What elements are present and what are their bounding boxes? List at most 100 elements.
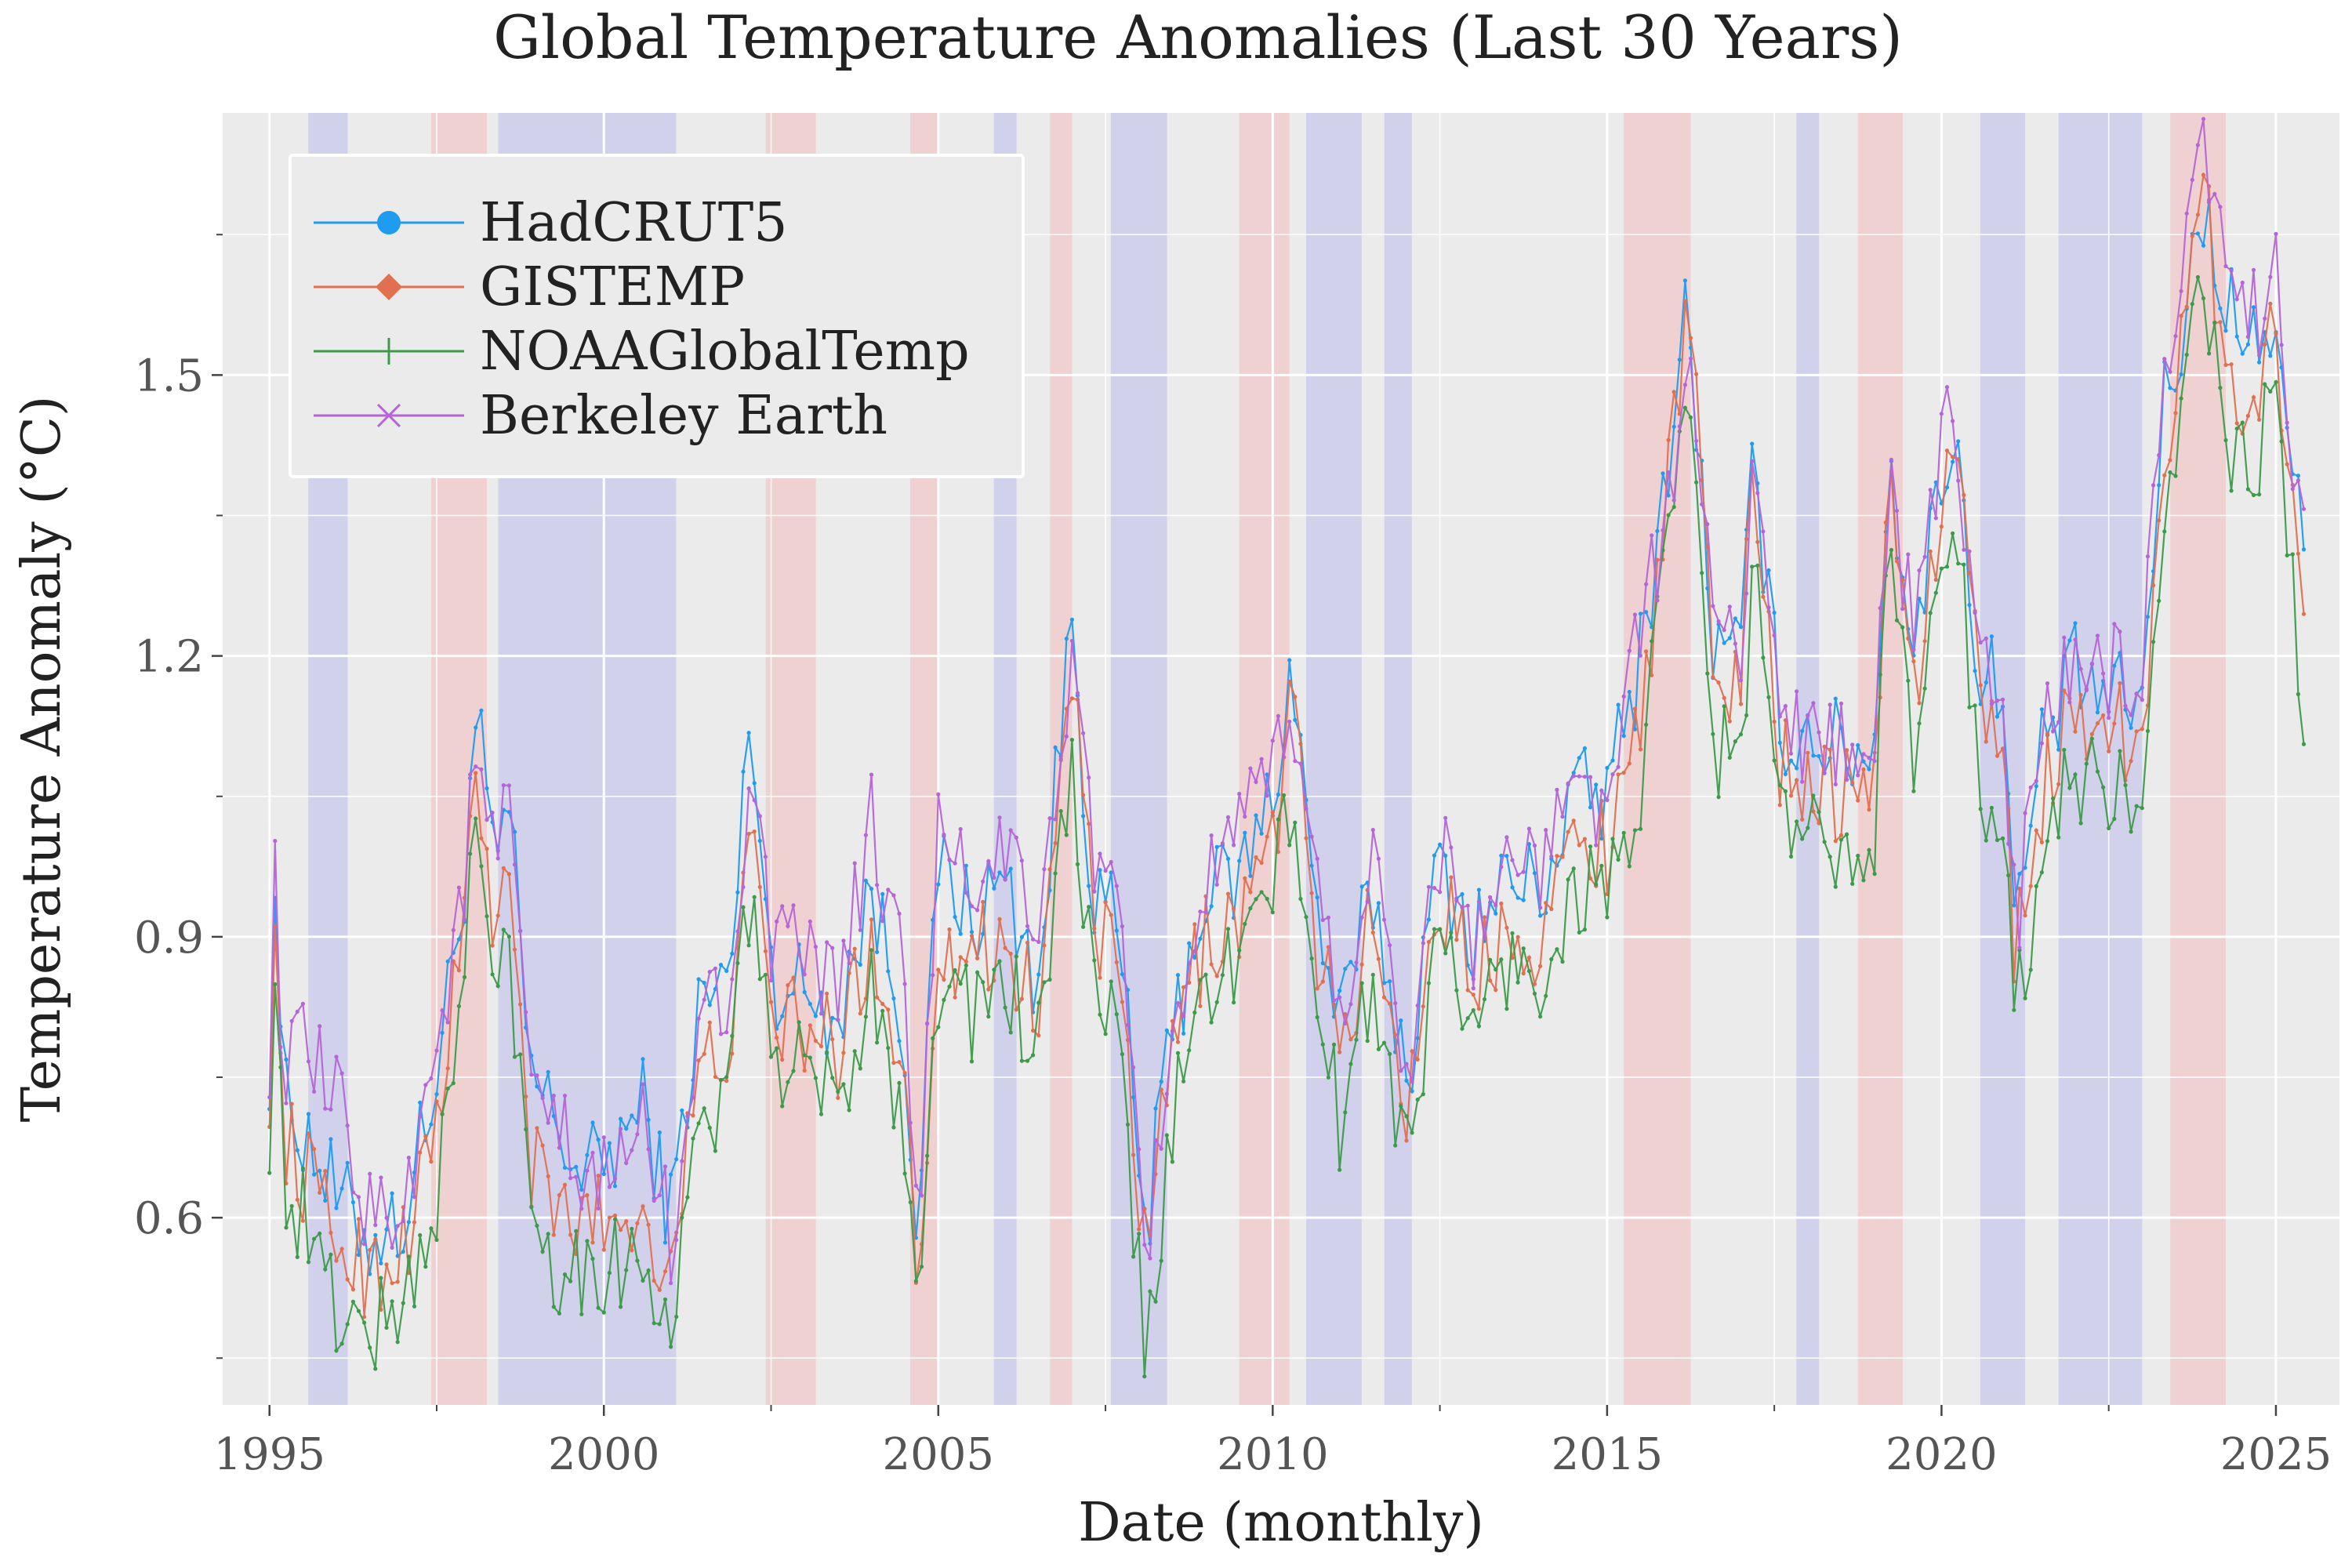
data-point-berkeley-earth xyxy=(1036,939,1041,944)
data-point-noaaglobaltemp xyxy=(1682,405,1687,410)
data-point-noaaglobaltemp xyxy=(1928,611,1933,615)
x-tick-label: 2000 xyxy=(548,1429,660,1480)
data-point-hadcrut5 xyxy=(1515,895,1520,900)
data-point-hadcrut5 xyxy=(718,963,724,967)
data-point-hadcrut5 xyxy=(981,931,985,936)
data-point-gistemp xyxy=(601,1247,606,1252)
data-point-noaaglobaltemp xyxy=(1293,820,1298,825)
data-point-noaaglobaltemp xyxy=(1304,915,1308,920)
data-point-hadcrut5 xyxy=(1087,884,1091,888)
data-point-gistemp xyxy=(1582,837,1587,841)
data-point-berkeley-earth xyxy=(1800,779,1805,784)
data-point-berkeley-earth xyxy=(551,1093,556,1098)
data-point-berkeley-earth xyxy=(624,1160,629,1165)
data-point-berkeley-earth xyxy=(524,1010,528,1014)
data-point-gistemp xyxy=(775,1036,779,1040)
data-point-noaaglobaltemp xyxy=(724,1075,729,1080)
data-point-hadcrut5 xyxy=(1225,856,1231,861)
data-point-berkeley-earth xyxy=(841,938,846,943)
data-point-berkeley-earth xyxy=(1761,529,1766,534)
data-point-berkeley-earth xyxy=(1671,498,1676,503)
data-point-noaaglobaltemp xyxy=(2201,296,2206,301)
data-point-berkeley-earth xyxy=(1343,1021,1348,1025)
data-point-noaaglobaltemp xyxy=(328,1252,333,1257)
data-point-noaaglobaltemp xyxy=(1532,991,1537,996)
data-point-gistemp xyxy=(2285,462,2289,466)
data-point-berkeley-earth xyxy=(657,1193,662,1198)
data-point-noaaglobaltemp xyxy=(2118,749,2122,753)
data-point-hadcrut5 xyxy=(1376,901,1381,906)
data-point-berkeley-earth xyxy=(1582,775,1587,779)
data-point-hadcrut5 xyxy=(2028,823,2033,828)
data-point-noaaglobaltemp xyxy=(1410,1131,1414,1135)
data-point-gistemp xyxy=(619,1228,623,1232)
data-point-berkeley-earth xyxy=(1259,757,1264,761)
data-point-gistemp xyxy=(390,1281,394,1286)
data-point-hadcrut5 xyxy=(997,870,1002,875)
data-point-noaaglobaltemp xyxy=(2190,302,2194,307)
data-point-gistemp xyxy=(1304,836,1308,840)
data-point-noaaglobaltemp xyxy=(1555,947,1559,952)
data-point-berkeley-earth xyxy=(350,1190,355,1195)
data-point-gistemp xyxy=(2268,301,2273,306)
data-point-gistemp xyxy=(1532,982,1537,986)
data-point-berkeley-earth xyxy=(1376,856,1381,861)
data-point-berkeley-earth xyxy=(1103,869,1108,873)
data-point-noaaglobaltemp xyxy=(451,1081,456,1086)
data-point-noaaglobaltemp xyxy=(1978,807,1983,811)
data-point-noaaglobaltemp xyxy=(1098,1012,1102,1017)
data-point-berkeley-earth xyxy=(1900,607,1905,612)
data-point-berkeley-earth xyxy=(1114,884,1119,888)
data-point-berkeley-earth xyxy=(1421,941,1425,946)
y-tick-label: 0.9 xyxy=(134,913,204,964)
data-point-gistemp xyxy=(535,1126,539,1131)
data-point-noaaglobaltemp xyxy=(986,1014,991,1019)
data-point-berkeley-earth xyxy=(1711,604,1715,608)
data-point-noaaglobaltemp xyxy=(2257,492,2262,497)
data-point-noaaglobaltemp xyxy=(1081,924,1086,929)
data-point-berkeley-earth xyxy=(741,884,746,890)
data-point-gistemp xyxy=(1181,985,1186,989)
data-point-gistemp xyxy=(1331,1002,1337,1007)
data-point-berkeley-earth xyxy=(875,883,880,887)
data-point-berkeley-earth xyxy=(1883,567,1888,572)
data-point-gistemp xyxy=(891,1061,896,1065)
data-point-noaaglobaltemp xyxy=(2179,396,2183,401)
data-point-hadcrut5 xyxy=(1209,904,1214,909)
data-point-gistemp xyxy=(495,913,500,918)
data-point-gistemp xyxy=(490,943,495,948)
data-point-gistemp xyxy=(1788,793,1794,798)
data-point-noaaglobaltemp xyxy=(619,1305,623,1309)
data-point-berkeley-earth xyxy=(808,919,812,924)
data-point-noaaglobaltemp xyxy=(953,967,957,973)
chart-title: Global Temperature Anomalies (Last 30 Ye… xyxy=(493,2,1903,72)
data-point-noaaglobaltemp xyxy=(1282,793,1287,797)
data-point-noaaglobaltemp xyxy=(975,970,980,975)
data-point-hadcrut5 xyxy=(1944,485,1950,490)
data-point-gistemp xyxy=(2089,731,2094,737)
data-point-noaaglobaltemp xyxy=(490,972,495,977)
y-tick-label: 0.6 xyxy=(134,1193,204,1244)
data-point-noaaglobaltemp xyxy=(318,1231,322,1236)
data-point-hadcrut5 xyxy=(1727,636,1732,641)
data-point-berkeley-earth xyxy=(1838,701,1844,706)
data-point-gistemp xyxy=(1811,809,1816,814)
data-point-hadcrut5 xyxy=(2251,305,2256,310)
data-point-berkeley-earth xyxy=(1944,385,1950,390)
data-point-hadcrut5 xyxy=(1627,689,1632,695)
data-point-noaaglobaltemp xyxy=(1164,1133,1169,1138)
data-point-noaaglobaltemp xyxy=(2290,552,2295,557)
data-point-hadcrut5 xyxy=(1381,981,1387,985)
data-point-gistemp xyxy=(2179,314,2183,318)
data-point-gistemp xyxy=(1555,854,1559,858)
data-point-hadcrut5 xyxy=(2056,747,2061,752)
data-point-hadcrut5 xyxy=(1917,597,1922,601)
data-point-noaaglobaltemp xyxy=(356,1308,361,1313)
data-point-berkeley-earth xyxy=(718,1032,724,1036)
data-point-gistemp xyxy=(2184,304,2189,309)
data-point-noaaglobaltemp xyxy=(1571,866,1576,871)
data-point-noaaglobaltemp xyxy=(1872,872,1877,877)
data-point-berkeley-earth xyxy=(1203,910,1208,915)
data-point-hadcrut5 xyxy=(434,1092,439,1097)
